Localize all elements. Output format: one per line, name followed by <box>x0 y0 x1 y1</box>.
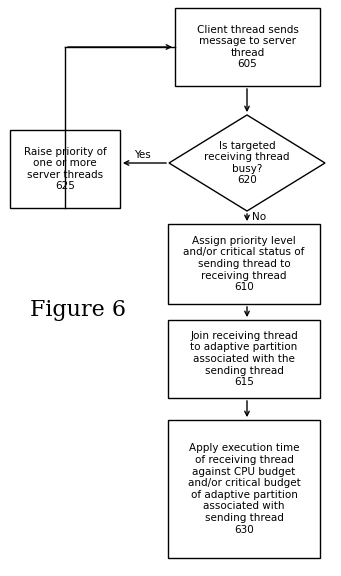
Bar <box>10 130 120 208</box>
Text: Assign priority level
and/or critical status of
sending thread to
receiving thre: Assign priority level and/or critical st… <box>183 236 305 292</box>
Text: Is targeted
receiving thread
busy?
620: Is targeted receiving thread busy? 620 <box>204 141 290 185</box>
Text: Apply execution time
of receiving thread
against CPU budget
and/or critical budg: Apply execution time of receiving thread… <box>188 444 300 535</box>
Bar <box>168 320 320 398</box>
Text: Yes: Yes <box>134 150 150 160</box>
Text: Join receiving thread
to adaptive partition
associated with the
sending thread
6: Join receiving thread to adaptive partit… <box>190 331 298 387</box>
Text: Client thread sends
message to server
thread
605: Client thread sends message to server th… <box>196 25 298 69</box>
Text: Figure 6: Figure 6 <box>30 299 126 321</box>
Bar <box>168 420 320 558</box>
Text: Raise priority of
one or more
server threads
625: Raise priority of one or more server thr… <box>24 147 106 191</box>
Polygon shape <box>169 115 325 211</box>
Text: No: No <box>252 212 266 222</box>
Bar <box>175 8 320 86</box>
Bar <box>168 224 320 304</box>
